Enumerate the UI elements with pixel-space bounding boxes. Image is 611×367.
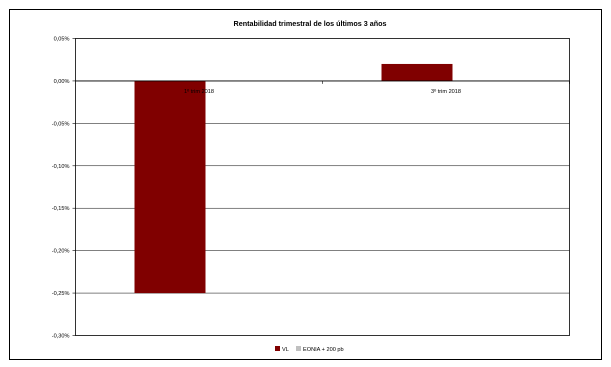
y-axis-ticks: 0,05% 0,00% -0,05% -0,10% -0,15% -0,20% -0,25%… bbox=[52, 37, 76, 340]
legend-swatch-vl bbox=[275, 346, 280, 351]
y-tick-label: -0,20% bbox=[52, 249, 70, 255]
bars bbox=[134, 63, 453, 294]
legend-label-vl: VL bbox=[282, 347, 289, 353]
y-tick-label: 0,00% bbox=[54, 79, 70, 85]
y-tick-label: -0,05% bbox=[52, 121, 70, 127]
x-tick-label: 3º trim 2018 bbox=[431, 88, 461, 95]
legend: VL EONIA + 200 pb bbox=[275, 346, 344, 353]
y-tick-label: -0,10% bbox=[52, 164, 70, 170]
y-tick-label: -0,25% bbox=[52, 291, 70, 297]
y-tick-label: -0,15% bbox=[52, 206, 70, 212]
bar-vl bbox=[381, 63, 453, 81]
legend-swatch-eonia bbox=[296, 346, 301, 351]
x-tick-label: 1º trim 2018 bbox=[184, 88, 214, 95]
y-tick-label: 0,05% bbox=[54, 37, 70, 43]
y-tick-label: -0,30% bbox=[52, 334, 70, 340]
bar-vl bbox=[134, 80, 206, 294]
x-axis-labels: 1º trim 2018 3º trim 2018 bbox=[184, 80, 570, 95]
chart-title: Rentabilidad trimestral de los últimos 3… bbox=[234, 19, 387, 28]
legend-label-eonia: EONIA + 200 pb bbox=[303, 347, 344, 353]
